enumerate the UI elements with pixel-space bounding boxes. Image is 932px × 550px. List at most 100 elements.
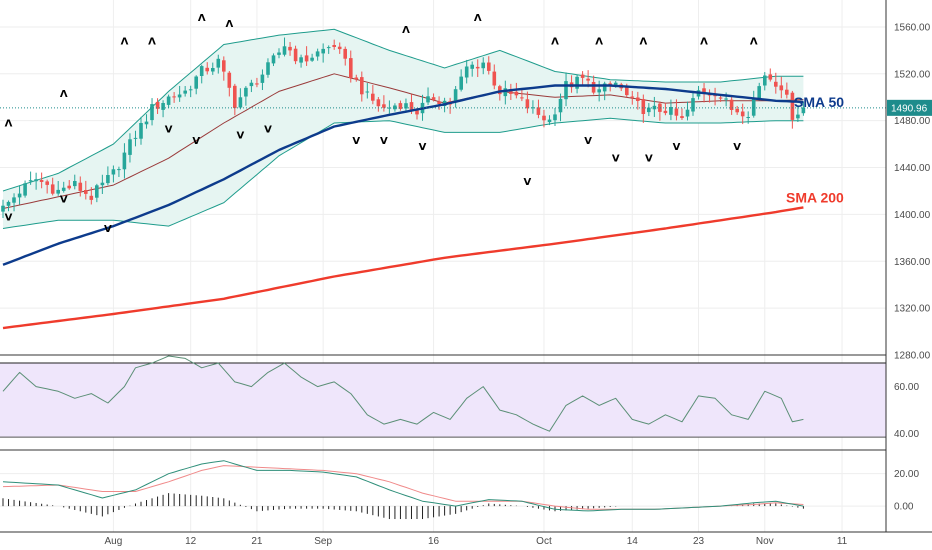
candle-body-50 [277, 52, 281, 55]
candle-59 [326, 45, 331, 54]
candle-body-12 [67, 185, 71, 189]
candle-145 [801, 101, 806, 116]
fractal-down-marker: V [673, 142, 681, 153]
candle-68 [376, 96, 381, 112]
candle-body-117 [647, 107, 651, 113]
time-tick-label: 14 [627, 536, 639, 547]
candle-body-62 [343, 48, 347, 59]
candle-2 [12, 193, 16, 212]
candle-4 [23, 180, 27, 198]
price-tick-label: 1440.00 [894, 163, 931, 174]
candle-123 [680, 108, 684, 120]
candle-21 [117, 166, 121, 177]
candle-body-6 [34, 179, 38, 182]
candle-body-47 [260, 74, 265, 83]
fractal-up-marker: Λ [551, 37, 559, 48]
candle-114 [630, 90, 635, 105]
candle-body-121 [669, 107, 673, 115]
candle-body-45 [249, 82, 254, 87]
candle-body-119 [658, 103, 662, 112]
candle-body-102 [564, 81, 568, 100]
candle-89 [492, 64, 497, 90]
candle-95 [525, 91, 530, 114]
time-tick-label: 12 [185, 536, 197, 547]
candle-body-66 [365, 91, 370, 93]
candle-11 [61, 181, 66, 193]
candle-body-20 [111, 169, 116, 175]
candle-body-48 [266, 62, 270, 75]
candle-body-127 [702, 88, 706, 94]
candle-body-92 [509, 90, 513, 94]
candle-22 [122, 143, 127, 179]
candle-body-63 [349, 58, 353, 78]
candle-82 [453, 86, 458, 108]
candle-73 [404, 98, 408, 112]
candle-body-137 [757, 86, 761, 99]
candle-143 [790, 90, 795, 129]
candle-90 [498, 84, 502, 101]
candle-body-70 [387, 107, 392, 109]
fractal-down-marker: V [524, 177, 532, 188]
candle-body-56 [310, 57, 314, 61]
candle-body-114 [630, 96, 635, 98]
fractal-down-marker: V [60, 195, 68, 206]
candle-body-87 [481, 62, 485, 69]
candle-30 [166, 94, 171, 108]
candle-34 [188, 85, 193, 98]
current-price-tag [887, 99, 932, 116]
candle-0 [1, 199, 5, 218]
fractal-down-marker: V [612, 154, 620, 165]
candle-body-10 [56, 189, 60, 194]
fractal-down-marker: V [645, 154, 653, 165]
sma50-line [2, 84, 804, 266]
candle-41 [227, 70, 232, 97]
candle-105 [580, 71, 585, 86]
candle-body-79 [437, 101, 441, 104]
candle-body-22 [122, 152, 127, 170]
candle-body-29 [161, 103, 165, 110]
candle-body-104 [575, 76, 579, 89]
fractal-up-marker: Λ [474, 13, 482, 24]
candle-26 [144, 114, 149, 129]
candle-body-54 [299, 57, 303, 63]
time-tick-label: Aug [105, 536, 123, 547]
fractal-down-marker: V [104, 224, 112, 235]
candle-body-116 [641, 99, 646, 114]
candle-body-129 [713, 95, 717, 97]
candle-body-36 [199, 66, 204, 76]
candle-115 [636, 91, 640, 110]
candle-body-73 [404, 103, 408, 109]
candle-body-108 [597, 89, 601, 93]
candle-body-130 [718, 97, 723, 99]
candle-body-101 [558, 98, 563, 113]
bollinger-fill [3, 29, 804, 229]
price-tick-label: 1320.00 [894, 304, 931, 315]
candle-body-141 [779, 85, 784, 91]
candle-140 [774, 72, 778, 94]
candle-body-55 [304, 55, 309, 62]
time-tick-label: 16 [428, 536, 440, 547]
candle-13 [73, 174, 77, 190]
candle-body-91 [503, 88, 508, 97]
candle-body-143 [790, 92, 795, 120]
price-tick-label: 1520.00 [894, 69, 931, 80]
time-tick-label: Oct [536, 536, 552, 547]
macd-histogram [2, 493, 804, 520]
candle-3 [17, 185, 22, 205]
candle-77 [426, 87, 430, 105]
candle-body-72 [398, 103, 403, 109]
candle-1 [6, 200, 11, 212]
candle-98 [542, 109, 546, 128]
price-tick-label: 1400.00 [894, 210, 931, 221]
candle-body-97 [536, 107, 541, 115]
candle-133 [735, 105, 739, 115]
candle-135 [746, 111, 750, 124]
candle-43 [238, 88, 243, 110]
candle-body-32 [177, 94, 182, 98]
candle-body-68 [376, 99, 381, 107]
candle-body-140 [774, 81, 778, 87]
candle-body-30 [166, 96, 171, 105]
candle-32 [177, 85, 182, 102]
candle-25 [139, 116, 143, 145]
